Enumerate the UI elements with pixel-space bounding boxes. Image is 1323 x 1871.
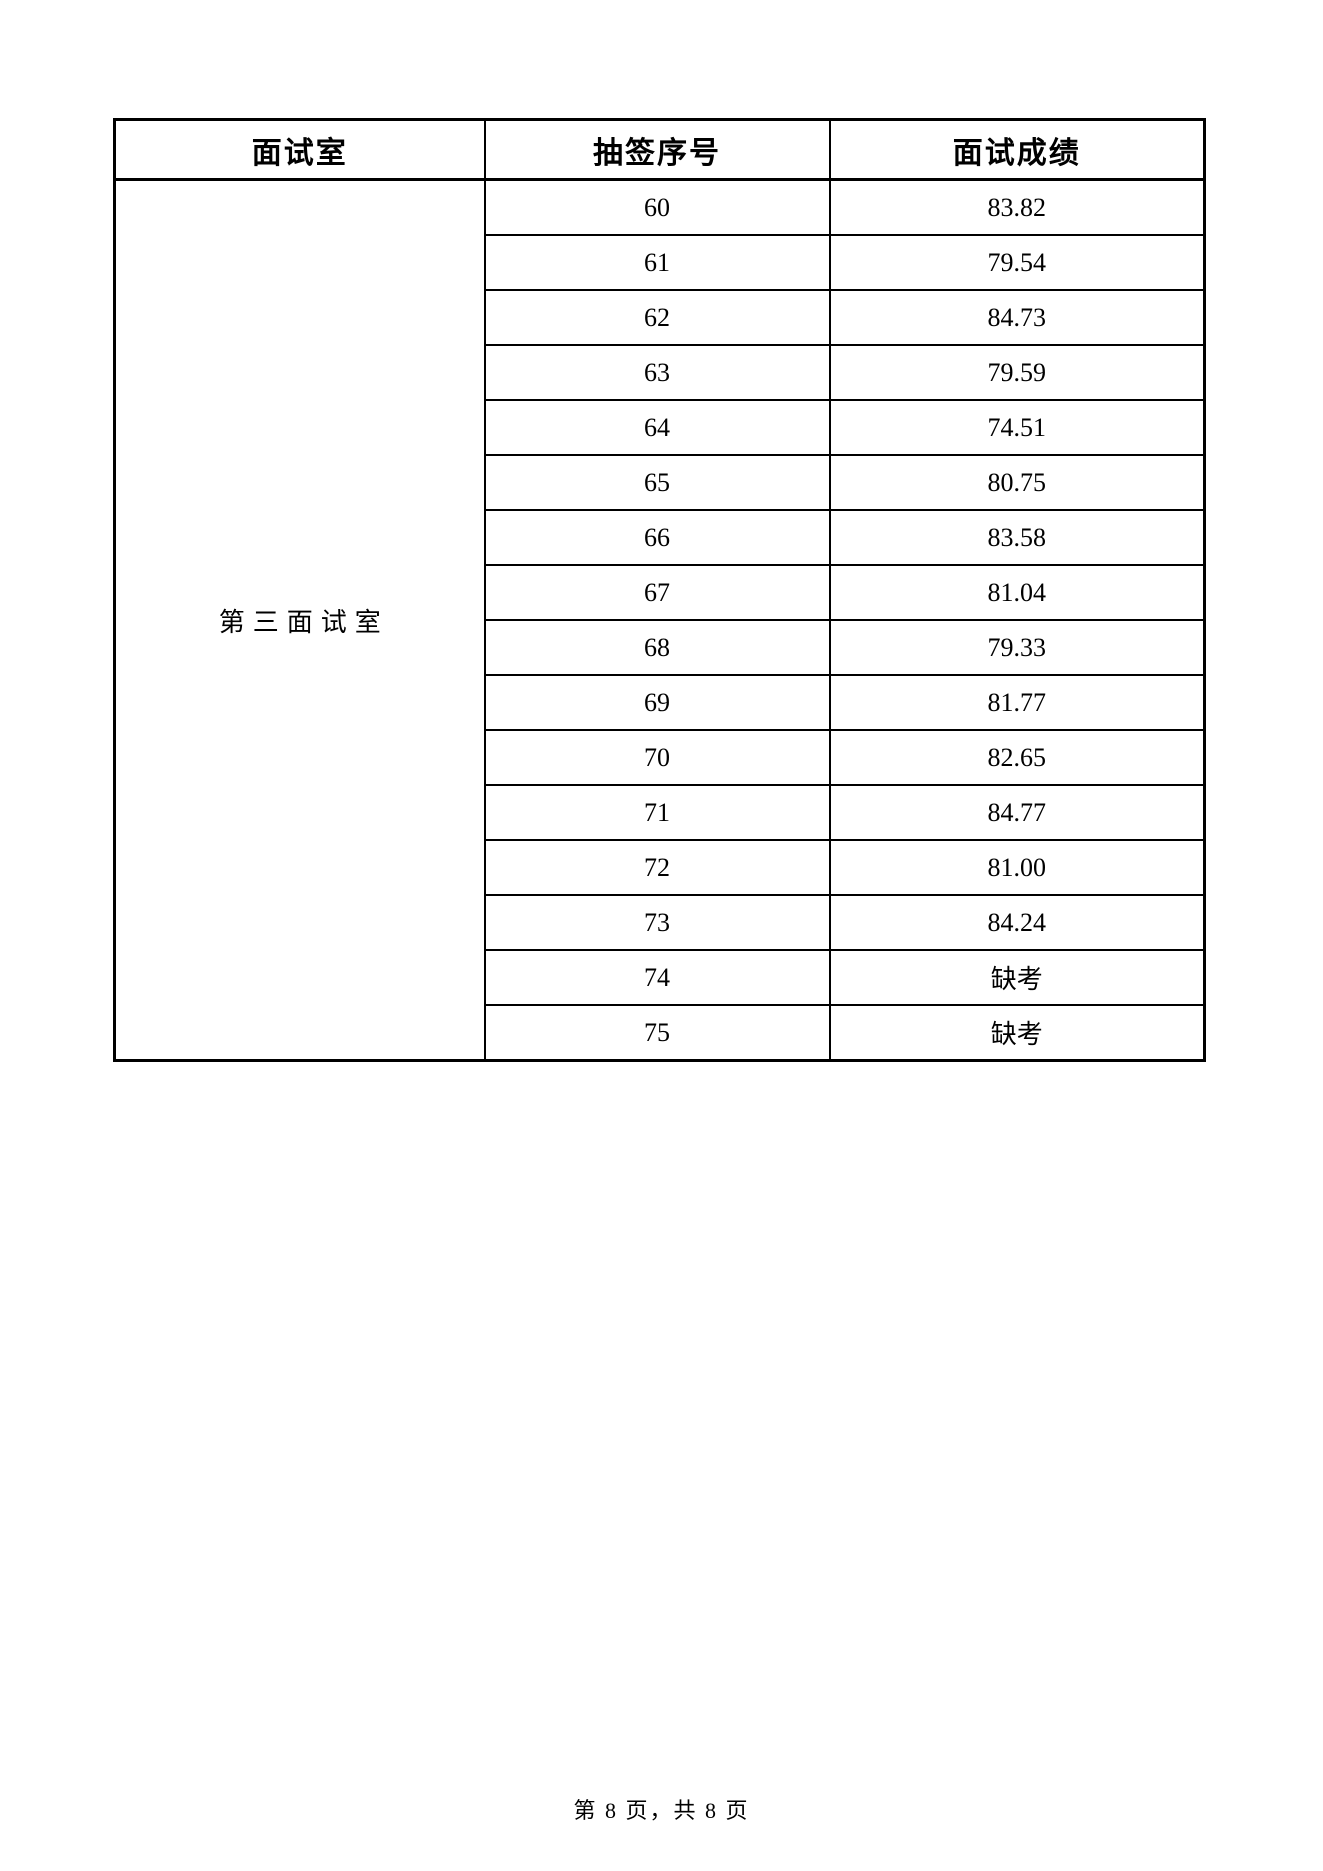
table-row: 66 83.58 <box>115 509 1206 566</box>
score-cell: 84.73 <box>828 289 1206 346</box>
table-row: 62 84.73 <box>115 289 1206 346</box>
score-cell: 79.59 <box>828 344 1206 401</box>
score-cell: 缺考 <box>828 1004 1206 1062</box>
draw-number-cell: 66 <box>483 509 831 566</box>
draw-number-cell: 64 <box>483 399 831 456</box>
draw-number-cell: 61 <box>483 234 831 291</box>
draw-number-cell: 62 <box>483 289 831 346</box>
table-row: 63 79.59 <box>115 344 1206 401</box>
score-cell: 74.51 <box>828 399 1206 456</box>
score-cell: 83.58 <box>828 509 1206 566</box>
score-cell: 80.75 <box>828 454 1206 511</box>
draw-number-cell: 71 <box>483 784 831 841</box>
header-interview-score: 面试成绩 <box>828 118 1206 181</box>
draw-number-cell: 73 <box>483 894 831 951</box>
score-cell: 缺考 <box>828 949 1206 1006</box>
table-row: 第三面试室 60 83.82 <box>113 178 1206 1062</box>
table-row: 70 82.65 <box>115 729 1206 786</box>
draw-number-cell: 60 <box>483 178 831 236</box>
score-cell: 81.04 <box>828 564 1206 621</box>
draw-number-cell: 69 <box>483 674 831 731</box>
draw-number-cell: 68 <box>483 619 831 676</box>
table-row: 67 81.04 <box>115 564 1206 621</box>
draw-number-cell: 75 <box>483 1004 831 1062</box>
table-row: 72 81.00 <box>115 839 1206 896</box>
table-row: 65 80.75 <box>115 454 1206 511</box>
score-cell: 79.33 <box>828 619 1206 676</box>
draw-number-cell: 67 <box>483 564 831 621</box>
interview-score-table: 面试室 抽签序号 面试成绩 第三面试室 60 83.82 61 79.54 62… <box>113 118 1206 1062</box>
table-row: 74 缺考 <box>115 949 1206 1006</box>
draw-number-cell: 65 <box>483 454 831 511</box>
table-header-row: 面试室 抽签序号 面试成绩 <box>113 118 1206 181</box>
table-row: 69 81.77 <box>115 674 1206 731</box>
score-cell: 81.77 <box>828 674 1206 731</box>
header-draw-number: 抽签序号 <box>483 118 831 181</box>
score-cell: 79.54 <box>828 234 1206 291</box>
score-cell: 84.24 <box>828 894 1206 951</box>
draw-number-cell: 70 <box>483 729 831 786</box>
table-row: 75 缺考 <box>115 1004 1206 1062</box>
interview-room-cell: 第三面试室 <box>113 178 486 1062</box>
table-row: 64 74.51 <box>115 399 1206 456</box>
score-cell: 83.82 <box>828 178 1206 236</box>
score-cell: 84.77 <box>828 784 1206 841</box>
table-row: 73 84.24 <box>115 894 1206 951</box>
table-row: 61 79.54 <box>115 234 1206 291</box>
page-number-footer: 第 8 页，共 8 页 <box>573 1798 750 1823</box>
draw-number-cell: 72 <box>483 839 831 896</box>
header-interview-room: 面试室 <box>113 118 486 181</box>
score-cell: 81.00 <box>828 839 1206 896</box>
table-row: 68 79.33 <box>115 619 1206 676</box>
score-cell: 82.65 <box>828 729 1206 786</box>
draw-number-cell: 74 <box>483 949 831 1006</box>
draw-number-cell: 63 <box>483 344 831 401</box>
table-row: 71 84.77 <box>115 784 1206 841</box>
